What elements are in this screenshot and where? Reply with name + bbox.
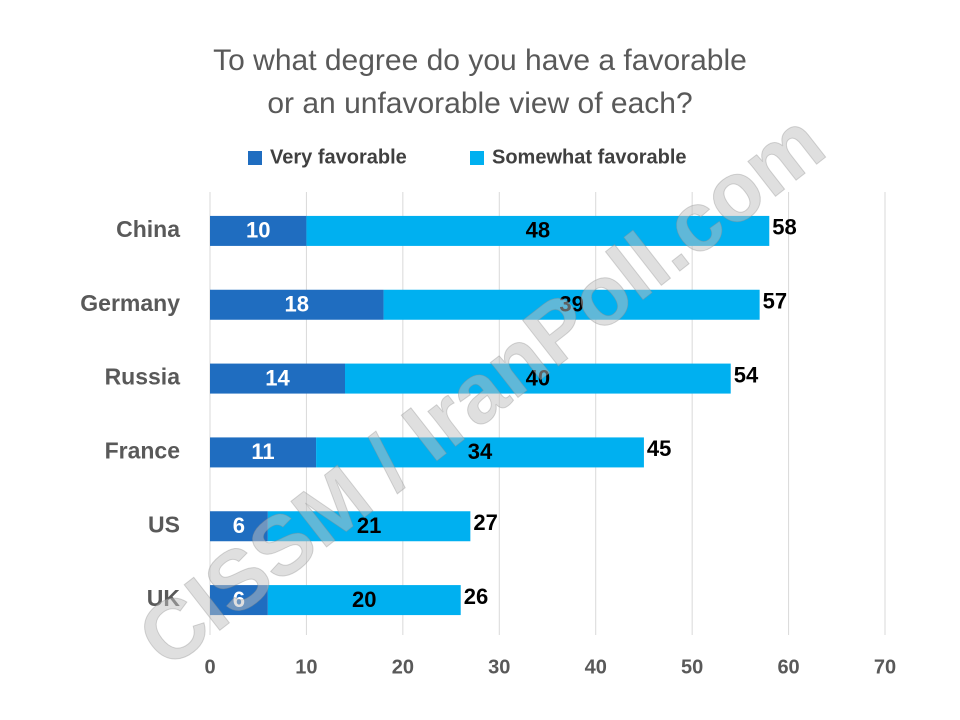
- bar-segment: [210, 585, 268, 616]
- x-tick-label: 40: [585, 656, 607, 678]
- bar-segment: [210, 437, 317, 468]
- value-label: 18: [285, 292, 309, 317]
- value-label: 21: [357, 513, 381, 538]
- value-label: 10: [246, 218, 270, 243]
- value-label: 48: [526, 218, 550, 243]
- bar-segment: [210, 215, 307, 246]
- bar-segment: [306, 215, 770, 246]
- value-label: 39: [559, 292, 583, 317]
- y-tick-label: UK: [147, 585, 181, 611]
- value-label: 34: [468, 439, 493, 464]
- legend-label: Very favorable: [270, 146, 407, 168]
- total-label: 45: [647, 436, 671, 461]
- value-label: 40: [526, 365, 550, 390]
- y-tick-label: France: [105, 437, 180, 463]
- bar-segment: [210, 289, 384, 320]
- value-label: 20: [352, 587, 376, 612]
- x-tick-label: 10: [295, 656, 317, 678]
- bar-segment: [267, 585, 461, 616]
- y-tick-label: Germany: [80, 290, 180, 316]
- y-tick-label: Russia: [105, 364, 181, 390]
- bar-segment: [383, 289, 760, 320]
- total-label: 26: [464, 584, 488, 609]
- x-tick-label: 0: [204, 656, 215, 678]
- value-label: 11: [251, 439, 274, 464]
- value-label: 14: [265, 365, 290, 390]
- chart-title: or an unfavorable view of each?: [267, 87, 692, 120]
- y-tick-label: US: [148, 511, 180, 537]
- total-label: 27: [473, 510, 497, 535]
- value-label: 6: [233, 513, 245, 538]
- bar-segment: [345, 363, 731, 394]
- total-label: 57: [763, 289, 787, 314]
- bar-segment: [210, 363, 345, 394]
- bar-segment: [267, 511, 471, 542]
- legend-swatch: [470, 151, 484, 165]
- x-tick-label: 50: [681, 656, 703, 678]
- x-tick-label: 60: [777, 656, 799, 678]
- y-tick-label: China: [116, 216, 180, 242]
- x-tick-label: 30: [488, 656, 510, 678]
- x-tick-label: 20: [392, 656, 414, 678]
- bar-segment: [316, 437, 644, 468]
- legend-label: Somewhat favorable: [492, 146, 687, 168]
- legend-swatch: [248, 151, 262, 165]
- total-label: 58: [772, 215, 796, 240]
- value-label: 6: [233, 587, 245, 612]
- chart-title: To what degree do you have a favorable: [213, 44, 747, 77]
- x-tick-label: 70: [874, 656, 896, 678]
- bar-segment: [210, 511, 268, 542]
- total-label: 54: [734, 362, 759, 387]
